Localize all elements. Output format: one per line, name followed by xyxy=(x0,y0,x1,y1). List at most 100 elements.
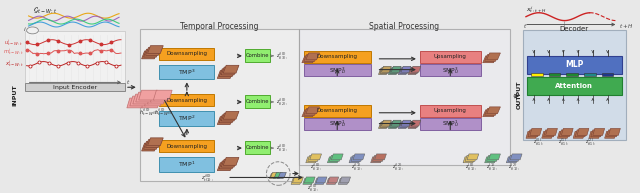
Polygon shape xyxy=(136,92,154,102)
Polygon shape xyxy=(304,177,315,183)
Text: Attention: Attention xyxy=(556,83,593,89)
Polygon shape xyxy=(528,130,540,137)
Polygon shape xyxy=(465,155,477,161)
Polygon shape xyxy=(353,154,365,160)
Text: OUTPUT: OUTPUT xyxy=(516,81,522,109)
Bar xyxy=(523,30,626,140)
Text: SMP$^1_U$: SMP$^1_U$ xyxy=(442,119,459,130)
Polygon shape xyxy=(371,157,383,163)
Text: Input Encoder: Input Encoder xyxy=(52,85,97,90)
Polygon shape xyxy=(484,157,497,163)
Polygon shape xyxy=(143,95,159,103)
Text: $z^{(0)}_{t(1):}$: $z^{(0)}_{t(1):}$ xyxy=(533,137,545,147)
Polygon shape xyxy=(271,172,278,177)
Text: $z^{(1)}_{t(1):}$: $z^{(1)}_{t(1):}$ xyxy=(559,137,570,147)
Polygon shape xyxy=(530,129,541,135)
Polygon shape xyxy=(306,53,319,60)
Bar xyxy=(159,65,214,80)
Bar xyxy=(420,118,481,130)
Polygon shape xyxy=(308,155,319,161)
Polygon shape xyxy=(303,179,314,184)
Polygon shape xyxy=(467,154,479,160)
Polygon shape xyxy=(145,96,163,106)
Polygon shape xyxy=(220,161,235,169)
Polygon shape xyxy=(148,46,163,53)
Polygon shape xyxy=(398,69,408,74)
Polygon shape xyxy=(130,96,148,106)
Bar xyxy=(527,77,622,95)
Polygon shape xyxy=(575,130,587,137)
Polygon shape xyxy=(141,97,157,105)
Polygon shape xyxy=(591,130,603,137)
Text: Combine: Combine xyxy=(246,53,269,58)
Polygon shape xyxy=(127,98,145,108)
Bar xyxy=(25,83,125,91)
Polygon shape xyxy=(380,121,390,127)
Polygon shape xyxy=(390,68,399,73)
Polygon shape xyxy=(141,143,157,151)
Polygon shape xyxy=(381,66,391,72)
Polygon shape xyxy=(223,111,239,119)
Polygon shape xyxy=(302,56,316,63)
Polygon shape xyxy=(148,138,163,146)
Text: $u^i_{t-W:t}$: $u^i_{t-W:t}$ xyxy=(4,37,24,47)
Text: Combine: Combine xyxy=(246,145,269,150)
Bar xyxy=(584,73,596,76)
FancyBboxPatch shape xyxy=(299,29,510,165)
Polygon shape xyxy=(391,66,401,72)
Text: Decoder: Decoder xyxy=(559,26,589,32)
Bar xyxy=(304,64,371,76)
Polygon shape xyxy=(221,159,237,167)
Polygon shape xyxy=(399,68,410,73)
Polygon shape xyxy=(338,179,349,184)
Polygon shape xyxy=(543,130,556,137)
Polygon shape xyxy=(304,54,317,61)
Polygon shape xyxy=(381,120,391,126)
Bar xyxy=(602,73,614,76)
Text: Downsampling: Downsampling xyxy=(317,54,358,59)
Text: $m^i_{t-W:t}$: $m^i_{t-W:t}$ xyxy=(3,47,24,57)
Bar xyxy=(159,111,214,125)
Text: $h^{i(0)}_{t-W^{t(0)}}$: $h^{i(0)}_{t-W^{t(0)}}$ xyxy=(139,106,158,118)
Polygon shape xyxy=(410,68,419,73)
Bar xyxy=(159,48,214,60)
Text: $t$: $t$ xyxy=(523,22,527,30)
Polygon shape xyxy=(132,94,152,104)
Polygon shape xyxy=(150,92,169,102)
Polygon shape xyxy=(326,179,337,184)
Polygon shape xyxy=(561,129,573,135)
Text: $z^{i(1)}_{t(1):}$: $z^{i(1)}_{t(1):}$ xyxy=(351,161,363,172)
Polygon shape xyxy=(408,123,418,129)
Polygon shape xyxy=(589,131,601,138)
Polygon shape xyxy=(340,177,351,183)
Text: Downsampling: Downsampling xyxy=(166,51,207,56)
Text: SMP$^3_U$: SMP$^3_U$ xyxy=(442,65,459,75)
Polygon shape xyxy=(577,129,589,135)
Polygon shape xyxy=(411,66,420,72)
Polygon shape xyxy=(401,66,411,72)
Polygon shape xyxy=(221,113,237,121)
Polygon shape xyxy=(399,121,410,127)
Polygon shape xyxy=(372,155,385,161)
Text: $x^i_{t:t+H}$: $x^i_{t:t+H}$ xyxy=(526,4,547,15)
Text: INPUT: INPUT xyxy=(12,84,17,106)
Polygon shape xyxy=(463,157,475,163)
Bar xyxy=(304,118,371,130)
Polygon shape xyxy=(223,157,239,165)
Text: Downsampling: Downsampling xyxy=(166,144,207,149)
FancyBboxPatch shape xyxy=(140,29,299,181)
Polygon shape xyxy=(593,129,605,135)
Polygon shape xyxy=(484,54,499,61)
Text: $\mathcal{G}_{t-W:t}$: $\mathcal{G}_{t-W:t}$ xyxy=(33,6,57,16)
Polygon shape xyxy=(391,120,401,126)
Polygon shape xyxy=(148,92,163,100)
Polygon shape xyxy=(401,120,411,126)
Polygon shape xyxy=(573,131,585,138)
Text: Temporal Processing: Temporal Processing xyxy=(180,22,259,31)
Text: TMP$^3$: TMP$^3$ xyxy=(178,67,196,77)
Polygon shape xyxy=(218,117,233,124)
Polygon shape xyxy=(607,130,618,137)
Bar xyxy=(420,51,481,63)
Polygon shape xyxy=(506,157,518,163)
Bar xyxy=(566,73,578,76)
